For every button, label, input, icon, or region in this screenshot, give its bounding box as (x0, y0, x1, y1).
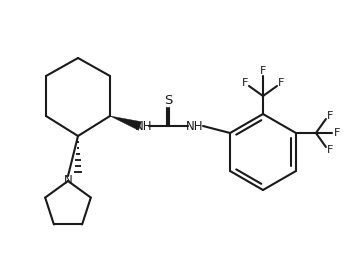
Text: F: F (327, 111, 333, 121)
Polygon shape (110, 116, 141, 130)
Text: F: F (260, 66, 266, 76)
Text: NH: NH (186, 119, 204, 133)
Text: F: F (327, 145, 333, 155)
Text: S: S (164, 95, 172, 107)
Text: N: N (64, 175, 72, 187)
Text: F: F (242, 78, 248, 88)
Text: F: F (278, 78, 284, 88)
Text: F: F (334, 128, 340, 138)
Text: NH: NH (135, 119, 153, 133)
